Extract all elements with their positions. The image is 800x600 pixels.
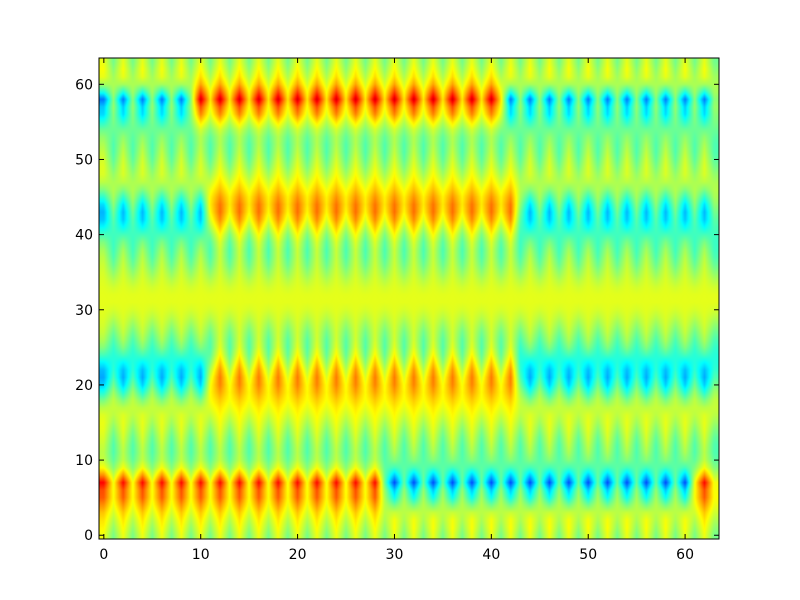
y-tick-label: 10 xyxy=(75,453,93,469)
heatmap-image xyxy=(99,58,719,539)
x-tick-label: 0 xyxy=(99,547,108,563)
x-tick-label: 10 xyxy=(192,547,210,563)
y-tick-label: 20 xyxy=(75,378,93,394)
x-tick-label: 20 xyxy=(289,547,307,563)
x-tick-label: 50 xyxy=(579,547,597,563)
x-tick-label: 30 xyxy=(386,547,404,563)
y-axis: 0 10 20 30 40 50 60 xyxy=(75,77,719,544)
y-tick-label: 50 xyxy=(75,152,93,168)
plot-area xyxy=(98,57,720,540)
x-tick-label: 60 xyxy=(676,547,694,563)
x-axis: 0 10 20 30 40 50 60 xyxy=(99,58,694,563)
y-tick-label: 60 xyxy=(75,77,93,93)
y-tick-label: 30 xyxy=(75,303,93,319)
y-tick-label: 0 xyxy=(84,528,93,544)
y-tick-label: 40 xyxy=(75,228,93,244)
x-tick-label: 40 xyxy=(482,547,500,563)
plot-frame xyxy=(98,57,720,540)
